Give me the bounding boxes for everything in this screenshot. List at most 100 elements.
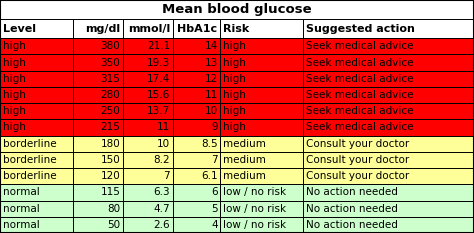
Text: high: high xyxy=(223,106,246,116)
Text: 11: 11 xyxy=(204,90,218,100)
Text: 19.3: 19.3 xyxy=(147,58,170,68)
Bar xyxy=(0,0,474,19)
Text: Seek medical advice: Seek medical advice xyxy=(306,123,414,133)
Bar xyxy=(173,87,220,103)
Bar xyxy=(0,201,73,217)
Text: medium: medium xyxy=(223,171,266,181)
Bar xyxy=(220,217,303,233)
Text: Seek medical advice: Seek medical advice xyxy=(306,41,414,51)
Text: borderline: borderline xyxy=(3,155,56,165)
Bar xyxy=(303,184,474,201)
Bar xyxy=(0,136,73,152)
Text: No action needed: No action needed xyxy=(306,204,398,214)
Bar xyxy=(0,71,73,87)
Bar xyxy=(73,87,123,103)
Bar xyxy=(173,119,220,136)
Bar xyxy=(73,136,123,152)
Bar xyxy=(173,184,220,201)
Bar xyxy=(220,38,303,55)
Text: mg/dl: mg/dl xyxy=(85,24,120,34)
Text: low / no risk: low / no risk xyxy=(223,204,286,214)
Bar xyxy=(220,184,303,201)
Bar xyxy=(123,71,173,87)
Text: borderline: borderline xyxy=(3,139,56,149)
Bar xyxy=(123,38,173,55)
Bar xyxy=(123,103,173,119)
Text: medium: medium xyxy=(223,155,266,165)
Bar xyxy=(123,19,173,38)
Bar xyxy=(303,55,474,71)
Bar xyxy=(220,103,303,119)
Bar xyxy=(303,119,474,136)
Text: 10: 10 xyxy=(157,139,170,149)
Text: high: high xyxy=(223,58,246,68)
Text: 15.6: 15.6 xyxy=(147,90,170,100)
Bar xyxy=(123,168,173,184)
Text: 150: 150 xyxy=(100,155,120,165)
Bar xyxy=(303,152,474,168)
Bar xyxy=(303,201,474,217)
Text: 380: 380 xyxy=(100,41,120,51)
Text: 8.2: 8.2 xyxy=(154,155,170,165)
Bar xyxy=(173,103,220,119)
Bar xyxy=(0,152,73,168)
Text: normal: normal xyxy=(3,204,40,214)
Bar xyxy=(123,152,173,168)
Bar xyxy=(73,19,123,38)
Text: 9: 9 xyxy=(211,123,218,133)
Bar xyxy=(73,201,123,217)
Text: 7: 7 xyxy=(211,155,218,165)
Bar xyxy=(303,87,474,103)
Text: 315: 315 xyxy=(100,74,120,84)
Text: Risk: Risk xyxy=(223,24,249,34)
Bar xyxy=(0,168,73,184)
Bar xyxy=(73,168,123,184)
Text: high: high xyxy=(3,74,26,84)
Bar xyxy=(220,136,303,152)
Bar xyxy=(73,152,123,168)
Bar xyxy=(123,87,173,103)
Text: high: high xyxy=(3,123,26,133)
Text: Consult your doctor: Consult your doctor xyxy=(306,139,410,149)
Text: low / no risk: low / no risk xyxy=(223,220,286,230)
Bar xyxy=(73,184,123,201)
Bar xyxy=(0,55,73,71)
Bar xyxy=(0,19,73,38)
Text: high: high xyxy=(3,58,26,68)
Text: No action needed: No action needed xyxy=(306,187,398,197)
Text: Consult your doctor: Consult your doctor xyxy=(306,155,410,165)
Bar xyxy=(173,71,220,87)
Text: HbA1c: HbA1c xyxy=(177,24,218,34)
Text: normal: normal xyxy=(3,220,40,230)
Bar xyxy=(303,103,474,119)
Text: 8.5: 8.5 xyxy=(201,139,218,149)
Text: 120: 120 xyxy=(100,171,120,181)
Bar xyxy=(220,71,303,87)
Text: 50: 50 xyxy=(107,220,120,230)
Text: 10: 10 xyxy=(204,106,218,116)
Text: 13.7: 13.7 xyxy=(147,106,170,116)
Text: 7: 7 xyxy=(164,171,170,181)
Text: high: high xyxy=(223,90,246,100)
Text: normal: normal xyxy=(3,187,40,197)
Bar xyxy=(123,201,173,217)
Bar xyxy=(173,19,220,38)
Text: Seek medical advice: Seek medical advice xyxy=(306,106,414,116)
Bar xyxy=(123,55,173,71)
Bar xyxy=(220,168,303,184)
Text: Seek medical advice: Seek medical advice xyxy=(306,74,414,84)
Text: high: high xyxy=(3,41,26,51)
Bar xyxy=(0,103,73,119)
Text: Consult your doctor: Consult your doctor xyxy=(306,171,410,181)
Text: high: high xyxy=(3,90,26,100)
Bar xyxy=(220,19,303,38)
Text: 4: 4 xyxy=(211,220,218,230)
Text: Seek medical advice: Seek medical advice xyxy=(306,90,414,100)
Text: 12: 12 xyxy=(204,74,218,84)
Bar xyxy=(123,184,173,201)
Bar xyxy=(73,71,123,87)
Bar xyxy=(220,201,303,217)
Bar xyxy=(173,136,220,152)
Text: high: high xyxy=(223,74,246,84)
Text: 13: 13 xyxy=(204,58,218,68)
